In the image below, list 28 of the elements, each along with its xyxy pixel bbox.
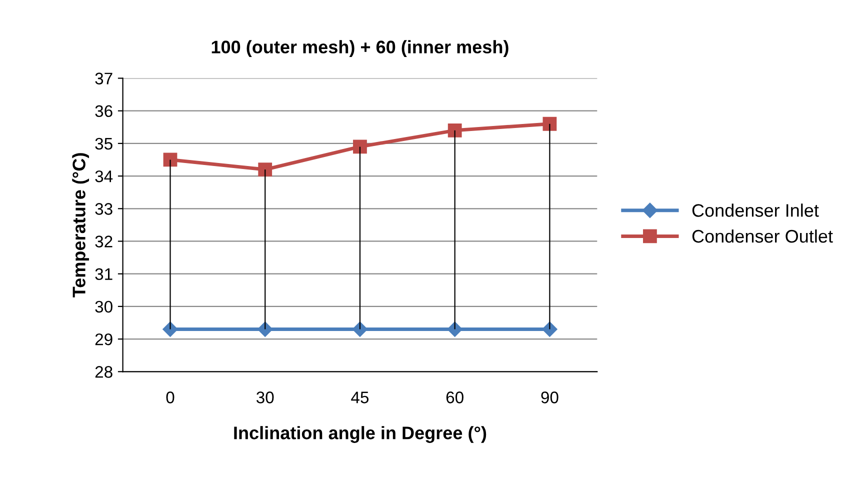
point [353, 140, 367, 154]
y-tick-label: 30 [95, 300, 112, 313]
point [352, 322, 368, 337]
point [447, 322, 462, 337]
y-tick-label: 35 [95, 138, 112, 150]
point [258, 322, 273, 337]
y-tick-label: 31 [95, 268, 112, 280]
x-tick-label: 60 [446, 392, 464, 404]
y-tick-label: 32 [95, 236, 112, 248]
y-tick-label: 34 [95, 170, 113, 182]
y-axis-title: Temperature (°C) [72, 153, 89, 298]
y-tick-label: 36 [95, 105, 112, 118]
point [448, 123, 462, 138]
x-axis-title: Inclination angle in Degree (°) [234, 426, 486, 443]
x-tick-label: 45 [351, 392, 369, 404]
point [163, 152, 178, 167]
x-tick-label: 30 [256, 392, 274, 404]
legend-label: Condenser Inlet [692, 204, 819, 217]
point [542, 116, 557, 131]
x-tick-label: 90 [541, 392, 558, 404]
point [258, 162, 272, 176]
y-tick-label: 37 [95, 72, 112, 84]
x-tick-label: 0 [166, 392, 174, 404]
chart-title: 100 (outer mesh) + 60 (inner mesh) [212, 40, 508, 57]
y-tick-label: 28 [95, 366, 112, 378]
y-tick-label: 29 [95, 333, 112, 346]
y-tick-label: 33 [95, 203, 112, 215]
legend-label: Condenser Outlet [692, 229, 833, 243]
